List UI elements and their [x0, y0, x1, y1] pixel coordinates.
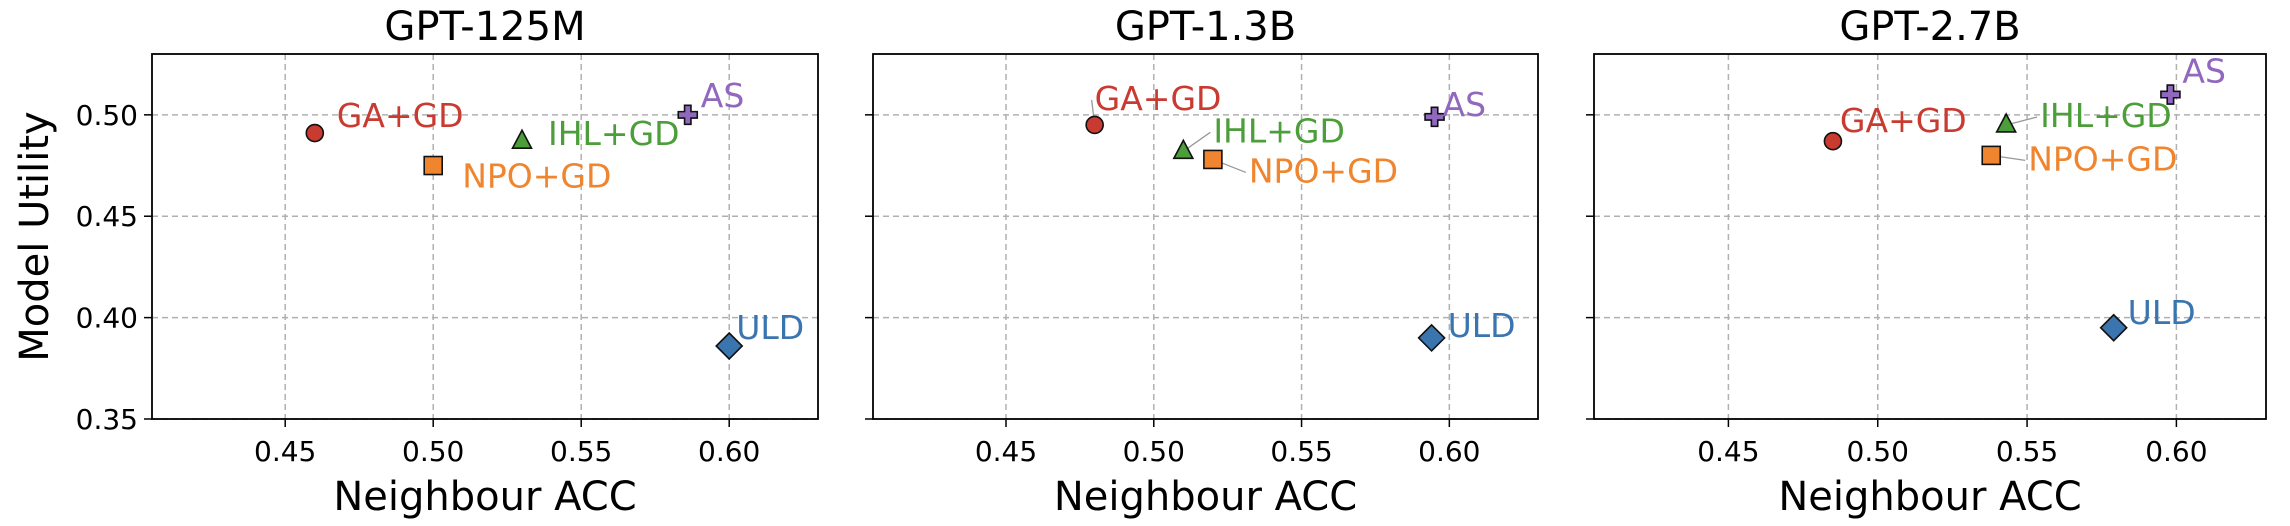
x-tick-label: 0.45 [1697, 435, 1759, 468]
y-axis-label: Model Utility [12, 111, 58, 361]
x-axis-label: Neighbour ACC [333, 474, 636, 520]
point-uld [2099, 313, 2128, 342]
point-ga-gd [305, 123, 325, 143]
point-ihl-gd [511, 128, 533, 149]
x-tick-label: 0.55 [1996, 435, 2058, 468]
y-tick-label: 0.35 [76, 403, 138, 436]
point-ihl-gd [1995, 112, 2017, 133]
point-label-uld: ULD [736, 308, 804, 347]
point-as [2160, 84, 2181, 105]
panel-gpt-1-3b: 0.45 0.50 0.55 0.60 GPT-1.3B Neighbour ACC GA+… [865, 4, 1539, 520]
point-label-ihl-gd: IHL+GD [2040, 96, 2172, 135]
point-uld [1417, 323, 1446, 353]
chart-title: GPT-2.7B [1839, 4, 2020, 50]
point-ihl-gd [1172, 138, 1195, 160]
x-tick-label: 0.45 [975, 435, 1037, 468]
x-tick-label: 0.55 [550, 435, 612, 468]
x-tick-label: 0.55 [1270, 435, 1332, 468]
x-tick-label: 0.50 [402, 435, 464, 468]
point-as [1424, 106, 1445, 128]
y-tick-label: 0.45 [76, 200, 138, 233]
point-ga-gd [1823, 131, 1843, 151]
x-tick-label: 0.60 [1418, 435, 1480, 468]
point-label-npo-gd: NPO+GD [462, 157, 611, 196]
x-tick-label: 0.60 [2145, 435, 2207, 468]
point-label-as: AS [701, 76, 745, 115]
point-label-ihl-gd: IHL+GD [548, 114, 680, 153]
point-label-uld: ULD [1448, 306, 1516, 345]
point-as [677, 104, 699, 126]
point-label-as: AS [2182, 52, 2226, 91]
x-tick-label: 0.50 [1847, 435, 1909, 468]
point-npo-gd [1981, 145, 2002, 166]
x-tick-label: 0.60 [698, 435, 760, 468]
panel-gpt-2-7b: 0.45 0.50 0.55 0.60 GPT-2.7B Neighbour ACC GA+… [1586, 4, 2267, 520]
point-npo-gd [423, 155, 444, 176]
x-tick-label: 0.50 [1123, 435, 1185, 468]
point-label-npo-gd: NPO+GD [2028, 139, 2177, 178]
panel-gpt-125m: 0.45 0.50 0.55 0.60 0.35 0.40 0.45 0.50 GPT-125M… [12, 4, 819, 520]
y-tick-label: 0.40 [76, 302, 138, 335]
point-label-ihl-gd: IHL+GD [1213, 111, 1345, 150]
axes-frame [872, 53, 1539, 420]
point-ga-gd [1085, 115, 1104, 135]
point-npo-gd [1203, 149, 1223, 170]
y-tick-label: 0.50 [76, 99, 138, 132]
x-axis-label: Neighbour ACC [1054, 474, 1357, 520]
x-axis-label: Neighbour ACC [1778, 474, 2081, 520]
point-label-ga-gd: GA+GD [337, 96, 464, 135]
point-label-uld: ULD [2128, 293, 2196, 332]
point-label-as: AS [1443, 85, 1487, 124]
point-label-ga-gd: GA+GD [1095, 79, 1222, 118]
axes-frame [1593, 53, 2267, 420]
chart-title: GPT-1.3B [1115, 4, 1296, 50]
point-label-ga-gd: GA+GD [1840, 101, 1967, 140]
point-uld [715, 331, 744, 361]
chart-title: GPT-125M [384, 4, 585, 50]
x-tick-label: 0.45 [254, 435, 316, 468]
axes-frame [151, 53, 819, 420]
point-label-npo-gd: NPO+GD [1249, 151, 1398, 190]
